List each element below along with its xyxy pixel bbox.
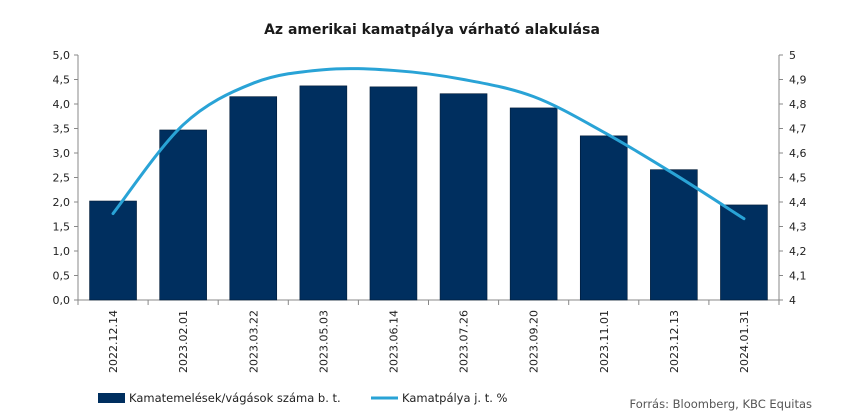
x-tick-label: 2023.11.01	[598, 310, 611, 373]
bar	[89, 200, 137, 301]
legend-bar-label: Kamatemelések/vágások száma b. t.	[129, 391, 341, 405]
y-left-tick-label: 0,0	[53, 294, 71, 307]
y-left-tick-label: 2,5	[53, 172, 71, 185]
x-tick-label: 2023.02.01	[177, 310, 190, 373]
bar	[579, 135, 628, 301]
source-note: Forrás: Bloomberg, KBC Equitas	[630, 397, 812, 411]
x-tick-label: 2024.01.31	[738, 310, 751, 373]
chart-title: Az amerikai kamatpálya várható alakulása	[264, 22, 600, 38]
y-right-tick-label: 4,3	[789, 221, 807, 234]
x-tick-label: 2023.03.22	[247, 310, 260, 373]
y-left-tick-label: 3,0	[53, 147, 71, 160]
y-right-tick-label: 4,1	[789, 270, 807, 283]
y-right-tick-label: 4,2	[789, 245, 807, 258]
bar	[509, 107, 558, 301]
y-right-tick-label: 4,8	[789, 98, 807, 111]
plot-area: 0,0 0,5 1,0 1,5 2,0 2,5 3,0 3,5 4,0 4,5 5,0 4 4,1 4,2…	[53, 49, 807, 373]
x-tick-label: 2023.09.20	[528, 310, 541, 373]
x-tick-label: 2023.06.14	[387, 310, 400, 373]
y-right-tick-label: 5	[789, 49, 796, 62]
bar	[369, 86, 418, 301]
legend: Kamatemelések/vágások száma b. t. Kamatp…	[98, 391, 508, 405]
y-left-tick-label: 3,5	[53, 123, 71, 136]
y-right-tick-label: 4,7	[789, 123, 807, 136]
x-tick-label: 2023.12.13	[668, 310, 681, 373]
bar	[650, 169, 698, 301]
legend-line-label: Kamatpálya j. t. %	[402, 391, 508, 405]
y-left-tick-label: 2,0	[53, 196, 71, 209]
bar	[159, 129, 207, 301]
x-tick-label: 2023.05.03	[317, 310, 330, 373]
y-left-tick-label: 0,5	[53, 270, 71, 283]
legend-bar-swatch	[98, 393, 125, 403]
y-right-tick-label: 4,9	[789, 74, 807, 87]
bar	[299, 85, 348, 301]
y-left-tick-label: 4,5	[53, 74, 71, 87]
bar	[439, 93, 488, 301]
line-series	[111, 67, 746, 221]
y-left-tick-label: 4,0	[53, 98, 71, 111]
y-left-tick-label: 1,5	[53, 221, 71, 234]
x-tick-label: 2022.12.14	[107, 310, 120, 373]
x-tick-label: 2023.07.26	[458, 310, 471, 373]
bar	[229, 96, 278, 301]
y-right-tick-label: 4	[789, 294, 796, 307]
y-left-tick-label: 1,0	[53, 245, 71, 258]
y-right-tick-label: 4,5	[789, 172, 807, 185]
y-right-tick-label: 4,6	[789, 147, 807, 160]
bar	[720, 204, 768, 301]
y-left-tick-label: 5,0	[53, 49, 71, 62]
y-right-tick-label: 4,4	[789, 196, 807, 209]
